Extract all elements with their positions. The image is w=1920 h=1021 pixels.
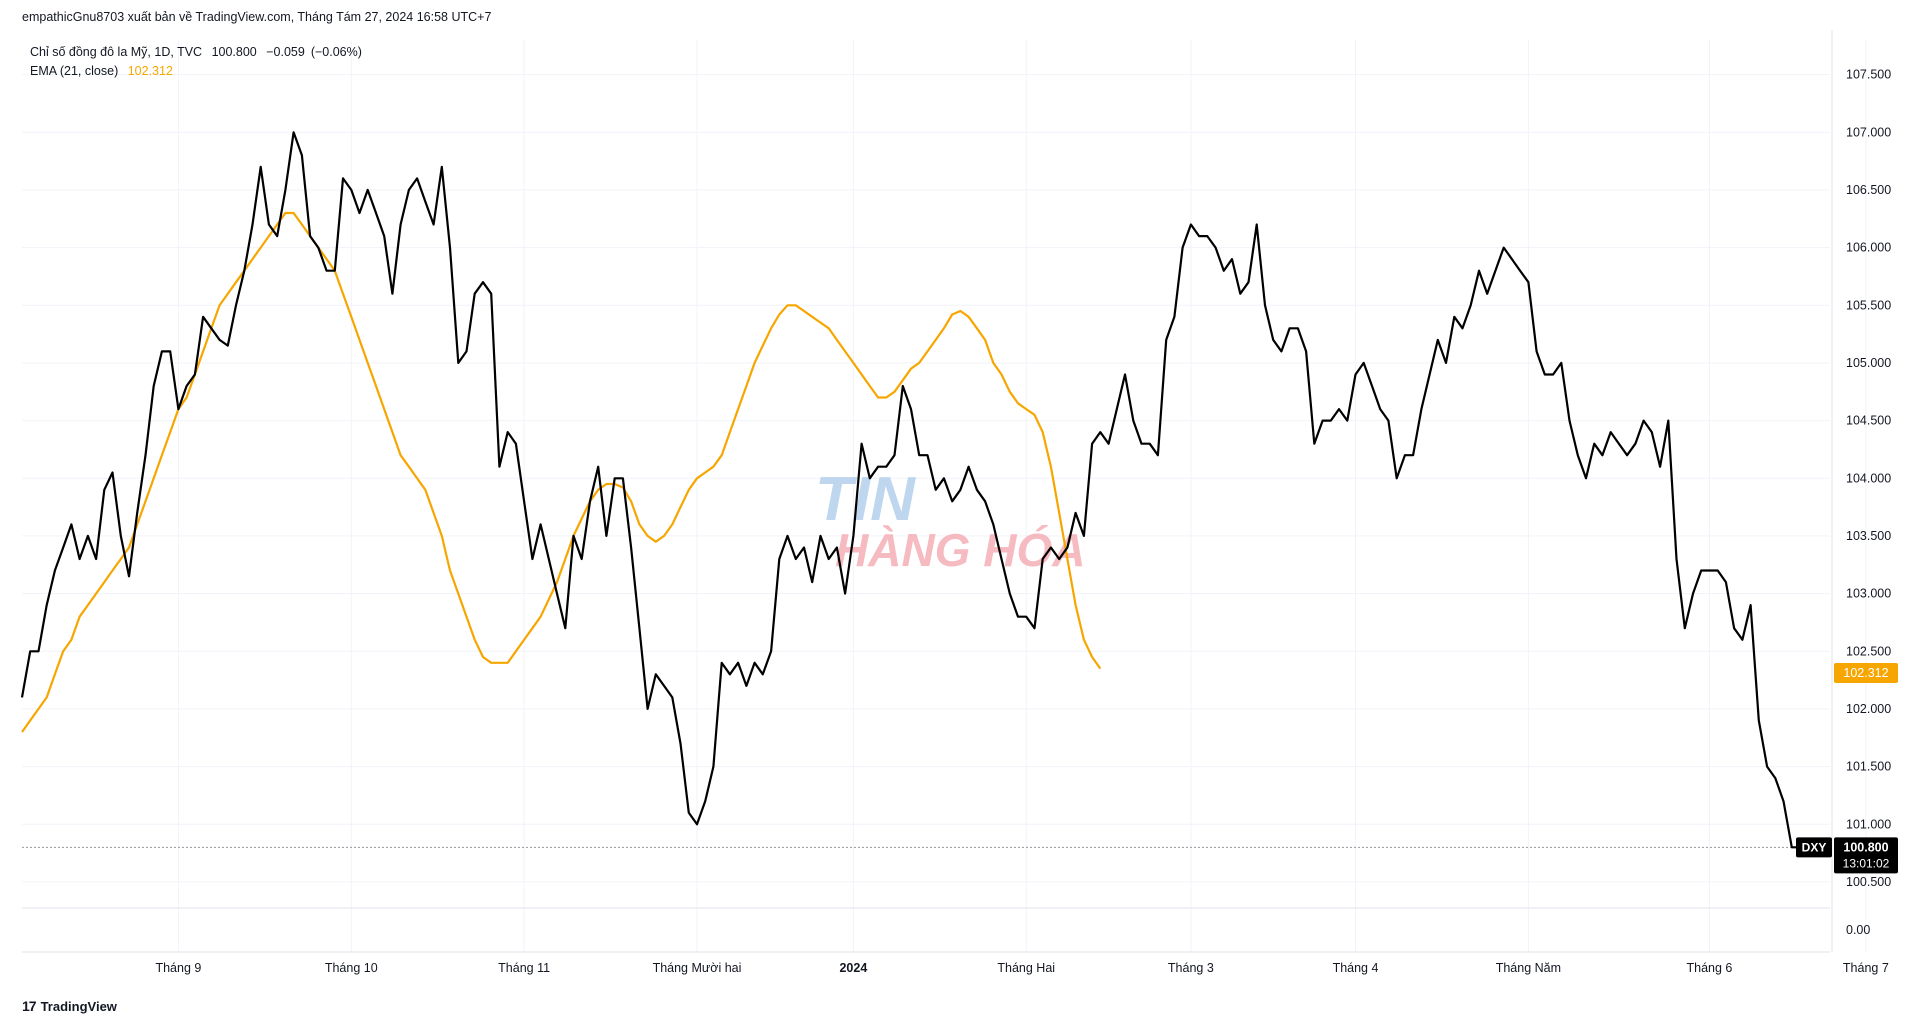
y-tick-label: 104.000: [1846, 471, 1891, 485]
watermark-line1: TIN: [815, 465, 916, 534]
legend-symbol-desc: Chỉ số đồng đô la Mỹ, 1D, TVC: [30, 45, 203, 59]
chart-grid: [22, 40, 1867, 952]
y-tick-label: 104.500: [1846, 414, 1891, 428]
x-tick-label: Tháng 9: [155, 961, 201, 975]
y-tick-label: 106.000: [1846, 241, 1891, 255]
price-tag-value: 100.800: [1843, 840, 1888, 854]
ema-tag-value: 102.312: [1843, 666, 1888, 680]
y-tick-label: 107.000: [1846, 125, 1891, 139]
legend-ema-value: 102.312: [127, 64, 173, 78]
legend-ema-label: EMA (21, close): [30, 64, 119, 78]
ema-price-tag: 102.312: [1834, 662, 1898, 683]
watermark: TIN HÀNG HÓA: [815, 465, 1085, 576]
x-tick-label: Tháng Năm: [1496, 961, 1561, 975]
watermark-line2: HÀNG HÓA: [835, 524, 1085, 576]
y-tick-label: 106.500: [1846, 183, 1891, 197]
legend-ema-row[interactable]: EMA (21, close) 102.312: [30, 62, 368, 81]
y-tick-label: 101.000: [1846, 817, 1891, 831]
legend-change: −0.059: [266, 45, 305, 59]
legend-change-pct: (−0.06%): [310, 45, 362, 59]
chart-frame-lines: [22, 30, 1833, 953]
time-axis[interactable]: Tháng 9 Tháng 10 Tháng 11 Tháng Mười hai 202…: [155, 961, 1920, 975]
y-tick-label: 107.500: [1846, 68, 1891, 82]
legend-last: 100.800: [211, 45, 257, 59]
tradingview-logo[interactable]: 17 TradingView: [22, 998, 117, 1014]
y-tick-label: 103.000: [1846, 587, 1891, 601]
price-axis[interactable]: 107.500 107.000 106.500 106.000 105.500 105.0…: [1846, 68, 1891, 937]
y-tick-label-zero: 0.00: [1846, 923, 1870, 937]
y-tick-label: 105.000: [1846, 356, 1891, 370]
x-tick-label: Tháng 4: [1333, 961, 1379, 975]
ema-line: [21, 211, 1102, 733]
x-tick-label: Tháng Hai: [997, 961, 1055, 975]
legend-symbol-row[interactable]: Chỉ số đồng đô la Mỹ, 1D, TVC 100.800 −0…: [30, 43, 368, 62]
bar-countdown: 13:01:02: [1843, 856, 1890, 870]
y-tick-label: 102.000: [1846, 702, 1891, 716]
y-tick-label: 103.500: [1846, 529, 1891, 543]
y-tick-label: 101.500: [1846, 760, 1891, 774]
x-tick-label: Tháng 11: [498, 961, 550, 975]
x-tick-label: Tháng Mười hai: [653, 961, 742, 975]
x-tick-label: 2024: [839, 961, 867, 975]
symbol-price-tag: DXY 100.800 13:01:02: [1796, 837, 1898, 874]
symbol-tag: DXY: [1802, 840, 1827, 854]
x-tick-label: Tháng 10: [325, 961, 378, 975]
tradingview-logo-icon: 17: [22, 998, 37, 1014]
chart-legend: Chỉ số đồng đô la Mỹ, 1D, TVC 100.800 −0…: [30, 43, 368, 81]
x-tick-label: Tháng 6: [1687, 961, 1733, 975]
y-tick-label: 102.500: [1846, 644, 1891, 658]
x-tick-label: Tháng 3: [1168, 961, 1214, 975]
y-tick-label: 105.500: [1846, 298, 1891, 312]
y-tick-label: 100.500: [1846, 875, 1891, 889]
tradingview-logo-text: TradingView: [40, 998, 117, 1014]
publish-info: empathicGnu8703 xuất bản về TradingView.…: [22, 10, 492, 24]
price-line: [20, 131, 1800, 849]
x-tick-label: Tháng 7: [1843, 961, 1889, 975]
